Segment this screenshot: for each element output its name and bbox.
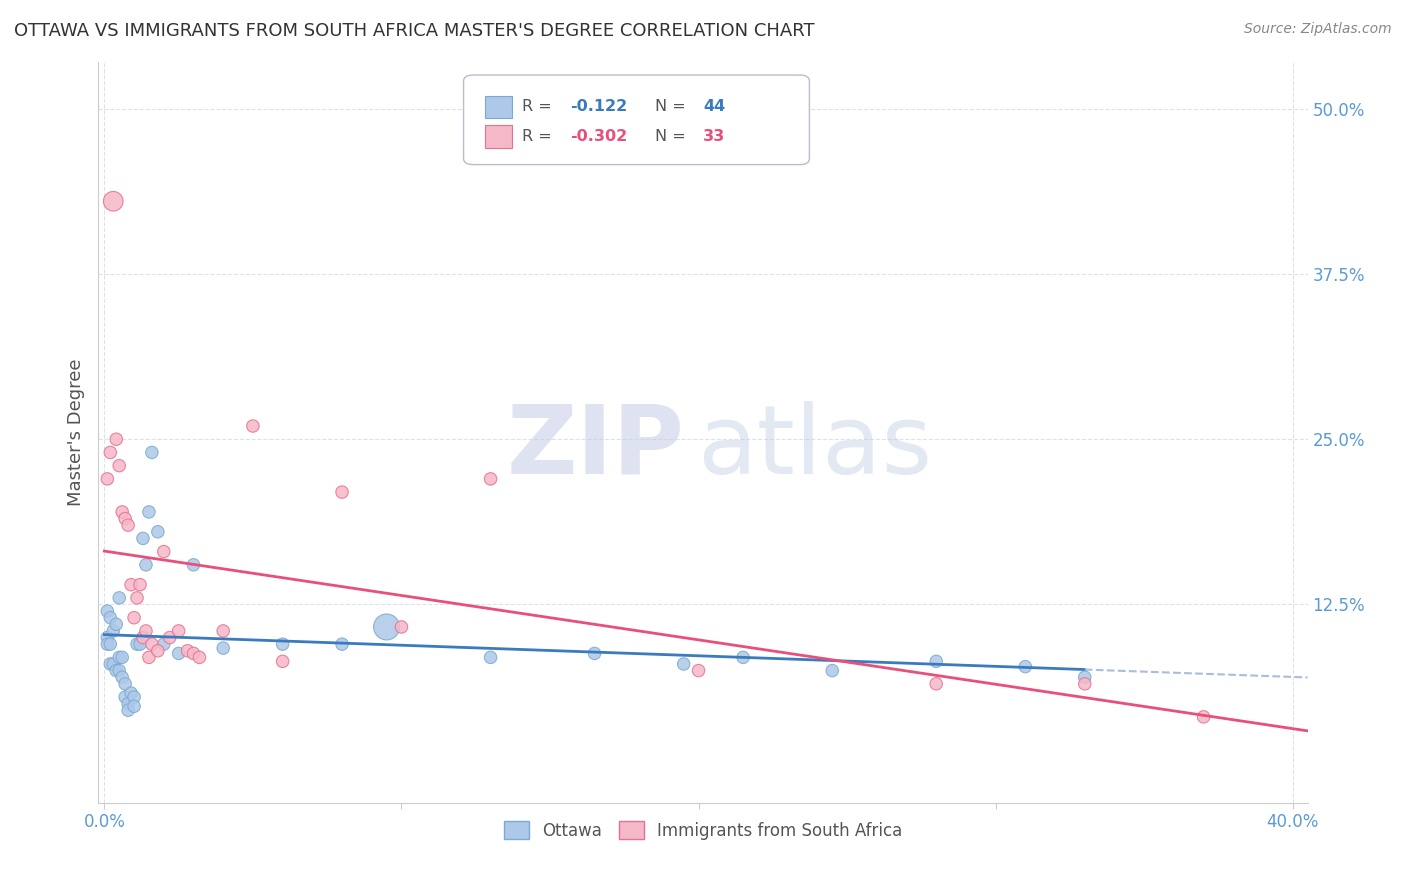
Point (152, 544, 174, 558)
Text: N =: N = (655, 99, 690, 114)
FancyBboxPatch shape (485, 95, 512, 118)
Point (1192, 710, 1215, 724)
Point (159, 631, 181, 645)
Text: -0.302: -0.302 (569, 129, 627, 144)
Point (479, 650, 502, 665)
Point (105, 664, 128, 678)
Text: -0.122: -0.122 (569, 99, 627, 114)
Point (141, 637, 163, 651)
Legend: Ottawa, Immigrants from South Africa: Ottawa, Immigrants from South Africa (498, 814, 908, 847)
Text: OTTAWA VS IMMIGRANTS FROM SOUTH AFRICA MASTER'S DEGREE CORRELATION CHART: OTTAWA VS IMMIGRANTS FROM SOUTH AFRICA M… (14, 22, 814, 40)
Point (98, 611, 121, 625)
Point (111, 670, 134, 684)
Point (129, 577, 152, 591)
Point (688, 664, 710, 678)
Point (129, 637, 152, 651)
Point (117, 518, 139, 533)
Point (183, 558, 205, 572)
Point (925, 677, 948, 691)
Point (108, 664, 131, 678)
Point (122, 690, 145, 704)
Point (108, 650, 131, 665)
Y-axis label: Master's Degree: Master's Degree (66, 359, 84, 507)
Point (212, 624, 235, 638)
Point (183, 647, 205, 661)
Point (105, 617, 128, 632)
Point (330, 485, 353, 500)
Point (138, 650, 160, 665)
Point (120, 577, 142, 591)
Point (733, 650, 755, 665)
Point (583, 647, 606, 661)
Point (103, 624, 125, 638)
Point (821, 664, 844, 678)
Text: atlas: atlas (697, 401, 932, 494)
FancyBboxPatch shape (485, 126, 512, 147)
Point (98, 637, 121, 651)
Point (188, 650, 211, 665)
Point (117, 703, 139, 717)
Point (132, 532, 155, 546)
Point (1074, 670, 1097, 684)
Point (176, 644, 198, 658)
Point (672, 657, 695, 671)
Point (1074, 677, 1097, 691)
Text: 33: 33 (703, 129, 725, 144)
Point (479, 472, 502, 486)
Point (96, 604, 118, 618)
Point (96, 472, 118, 486)
Point (242, 419, 264, 434)
Point (375, 620, 398, 634)
Point (212, 641, 235, 656)
Point (122, 611, 145, 625)
Point (114, 690, 136, 704)
Text: 44: 44 (703, 99, 725, 114)
Point (111, 650, 134, 665)
Text: Source: ZipAtlas.com: Source: ZipAtlas.com (1244, 22, 1392, 37)
Text: ZIP: ZIP (508, 401, 685, 494)
FancyBboxPatch shape (464, 75, 810, 165)
Point (103, 657, 125, 671)
Point (135, 558, 157, 572)
Point (98, 657, 121, 671)
Text: N =: N = (655, 129, 690, 144)
Point (138, 505, 160, 519)
Point (96, 637, 118, 651)
Point (125, 637, 148, 651)
Point (132, 631, 155, 645)
Point (135, 624, 157, 638)
Point (925, 654, 948, 668)
Point (167, 647, 190, 661)
Point (111, 505, 134, 519)
Point (141, 445, 163, 459)
Point (391, 620, 413, 634)
Point (146, 524, 169, 539)
Point (108, 458, 131, 473)
Point (114, 677, 136, 691)
Point (152, 637, 174, 651)
Point (146, 644, 169, 658)
Point (114, 511, 136, 525)
Point (96, 631, 118, 645)
Point (1014, 659, 1036, 673)
Text: R =: R = (522, 129, 557, 144)
Point (271, 654, 294, 668)
Point (330, 637, 353, 651)
Point (103, 194, 125, 209)
Text: R =: R = (522, 99, 557, 114)
Point (98, 445, 121, 459)
Point (120, 686, 142, 700)
Point (125, 591, 148, 605)
Point (167, 624, 190, 638)
Point (122, 699, 145, 714)
Point (271, 637, 294, 651)
Point (117, 697, 139, 711)
Point (105, 432, 128, 446)
Point (108, 591, 131, 605)
